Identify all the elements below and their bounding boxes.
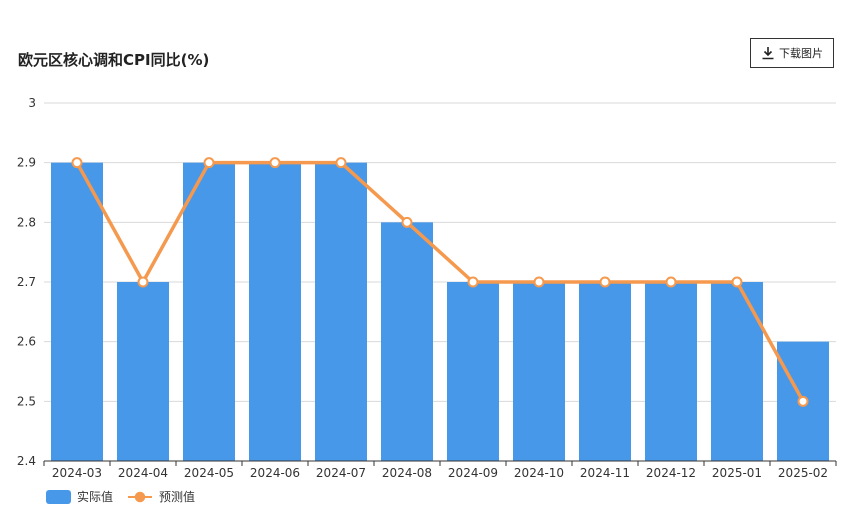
- forecast-point: [467, 276, 479, 288]
- x-tick-label: 2024-04: [118, 466, 168, 480]
- x-tick-label: 2024-11: [580, 466, 630, 480]
- legend-label-actual: 实际值: [77, 490, 114, 504]
- forecast-line: [75, 160, 805, 403]
- forecast-point: [665, 276, 677, 288]
- forecast-point: [533, 276, 545, 288]
- y-tick-label: 2.7: [17, 275, 36, 289]
- bar-actual: [711, 282, 763, 461]
- x-tick-label: 2024-09: [448, 466, 498, 480]
- y-tick-label: 2.4: [17, 454, 36, 468]
- forecast-point: [731, 276, 743, 288]
- legend: 实际值 预测值: [46, 488, 209, 505]
- bar-actual: [183, 162, 235, 461]
- x-tick-label: 2024-03: [52, 466, 102, 480]
- forecast-point: [71, 157, 83, 169]
- legend-item-forecast[interactable]: 预测值: [127, 488, 195, 505]
- legend-item-actual[interactable]: 实际值: [46, 488, 113, 505]
- download-label: 下载图片: [779, 47, 823, 60]
- bar-actual: [447, 282, 499, 461]
- forecast-point: [269, 157, 281, 169]
- bar-actual: [645, 282, 697, 461]
- chart-title: 欧元区核心调和CPI同比(%): [18, 51, 210, 69]
- y-tick-label: 2.8: [17, 215, 36, 229]
- x-tick-label: 2024-12: [646, 466, 696, 480]
- x-tick-label: 2025-01: [712, 466, 762, 480]
- y-tick-label: 2.9: [17, 156, 36, 170]
- x-tick-label: 2024-10: [514, 466, 564, 480]
- legend-swatch-bar: [46, 489, 71, 504]
- forecast-point: [797, 395, 809, 407]
- bar-actual: [579, 282, 631, 461]
- bar-actual: [117, 282, 169, 461]
- legend-swatch-line: [128, 491, 153, 502]
- legend-label-forecast: 预测值: [159, 490, 196, 504]
- bar-actual: [513, 282, 565, 461]
- y-tick-label: 3: [28, 96, 36, 110]
- x-tick-label: 2024-06: [250, 466, 300, 480]
- y-tick-label: 2.5: [17, 394, 36, 408]
- bar-actual: [51, 162, 103, 461]
- x-tick-label: 2024-07: [316, 466, 366, 480]
- bar-actual: [249, 162, 301, 461]
- forecast-point: [335, 157, 347, 169]
- y-tick-label: 2.6: [17, 335, 36, 349]
- forecast-point: [137, 276, 149, 288]
- forecast-point: [401, 216, 413, 228]
- x-tick-label: 2024-08: [382, 466, 432, 480]
- x-tick-label: 2024-05: [184, 466, 234, 480]
- forecast-point: [599, 276, 611, 288]
- x-tick-label: 2025-02: [778, 466, 828, 480]
- download-icon: [762, 47, 774, 60]
- bar-actual: [315, 162, 367, 461]
- download-image-button[interactable]: 下载图片: [750, 38, 834, 68]
- forecast-point: [203, 157, 215, 169]
- bar-actual: [381, 222, 433, 461]
